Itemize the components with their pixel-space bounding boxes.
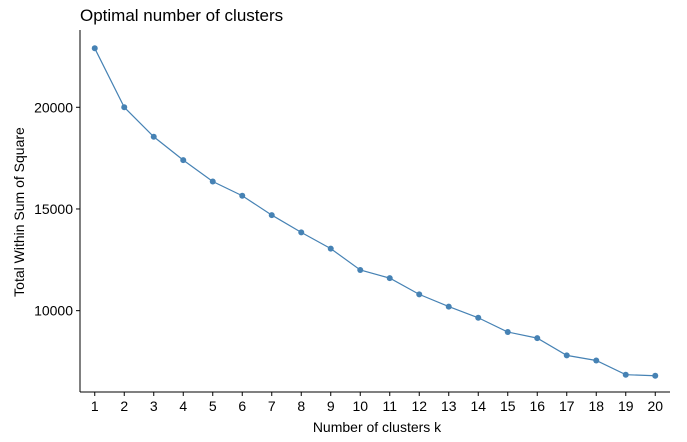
- data-point: [593, 357, 600, 364]
- data-point: [652, 372, 659, 379]
- x-tick-label: 17: [559, 398, 575, 414]
- data-point: [327, 245, 334, 252]
- x-tick-label: 16: [529, 398, 545, 414]
- data-point: [504, 329, 511, 336]
- data-point: [239, 192, 246, 199]
- data-point: [563, 352, 570, 359]
- axes: 1 2 3 4 5 6 7 8 9 10 11 12 13 14 15 16 17 18 19 20100001500…: [34, 30, 670, 414]
- x-tick-label: 5: [209, 398, 217, 414]
- data-point: [180, 157, 187, 164]
- data-point: [298, 229, 305, 236]
- x-tick-label: 14: [470, 398, 486, 414]
- x-tick-label: 9: [327, 398, 335, 414]
- data-point: [445, 303, 452, 310]
- x-tick-label: 19: [618, 398, 634, 414]
- y-tick-label: 10000: [34, 303, 73, 319]
- data-point: [91, 45, 98, 52]
- y-tick-label: 20000: [34, 99, 73, 115]
- x-tick-label: 6: [238, 398, 246, 414]
- data-point: [534, 335, 541, 342]
- x-tick-label: 13: [441, 398, 457, 414]
- data-point: [209, 178, 216, 185]
- x-tick-label: 7: [268, 398, 276, 414]
- data-point: [121, 104, 128, 111]
- x-tick-label: 2: [120, 398, 128, 414]
- x-tick-label: 10: [352, 398, 368, 414]
- data-point: [475, 314, 482, 321]
- x-tick-label: 3: [150, 398, 158, 414]
- x-axis-title: Number of clusters k: [313, 419, 442, 435]
- y-tick-label: 15000: [34, 201, 73, 217]
- series-layer: [91, 45, 659, 379]
- data-point: [150, 133, 157, 140]
- data-point: [357, 266, 364, 273]
- x-tick-label: 12: [411, 398, 427, 414]
- x-tick-label: 15: [500, 398, 516, 414]
- x-tick-label: 20: [647, 398, 663, 414]
- data-point: [268, 212, 275, 219]
- x-tick-label: 8: [297, 398, 305, 414]
- data-point: [386, 275, 393, 282]
- series-line: [94, 48, 656, 377]
- x-tick-label: 1: [91, 398, 99, 414]
- x-tick-label: 18: [588, 398, 604, 414]
- chart-title: Optimal number of clusters: [80, 6, 283, 25]
- x-tick-label: 4: [179, 398, 187, 414]
- data-point: [622, 371, 629, 378]
- data-point: [416, 291, 423, 298]
- y-axis-title: Total Within Sum of Square: [11, 127, 27, 297]
- x-tick-label: 11: [382, 398, 397, 414]
